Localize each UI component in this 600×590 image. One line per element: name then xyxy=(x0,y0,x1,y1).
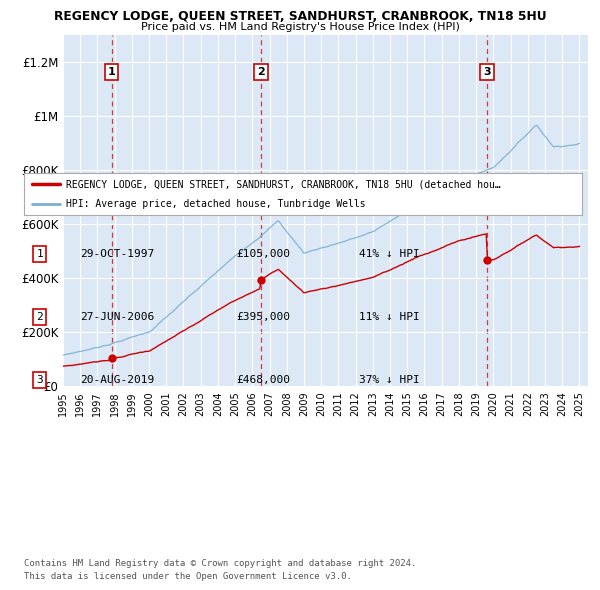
Text: REGENCY LODGE, QUEEN STREET, SANDHURST, CRANBROOK, TN18 5HU: REGENCY LODGE, QUEEN STREET, SANDHURST, … xyxy=(53,10,547,23)
Text: 3: 3 xyxy=(483,67,491,77)
Text: 1: 1 xyxy=(36,249,43,259)
Text: Contains HM Land Registry data © Crown copyright and database right 2024.: Contains HM Land Registry data © Crown c… xyxy=(24,559,416,568)
Text: £105,000: £105,000 xyxy=(236,249,290,259)
Text: £395,000: £395,000 xyxy=(236,312,290,322)
Text: 2: 2 xyxy=(257,67,265,77)
Text: 20-AUG-2019: 20-AUG-2019 xyxy=(80,375,154,385)
Text: 11% ↓ HPI: 11% ↓ HPI xyxy=(359,312,419,322)
Text: Price paid vs. HM Land Registry's House Price Index (HPI): Price paid vs. HM Land Registry's House … xyxy=(140,22,460,32)
Text: 37% ↓ HPI: 37% ↓ HPI xyxy=(359,375,419,385)
Text: 27-JUN-2006: 27-JUN-2006 xyxy=(80,312,154,322)
Text: 29-OCT-1997: 29-OCT-1997 xyxy=(80,249,154,259)
Text: 2: 2 xyxy=(36,312,43,322)
Text: 3: 3 xyxy=(36,375,43,385)
Text: 41% ↓ HPI: 41% ↓ HPI xyxy=(359,249,419,259)
Text: HPI: Average price, detached house, Tunbridge Wells: HPI: Average price, detached house, Tunb… xyxy=(66,199,365,209)
Text: £468,000: £468,000 xyxy=(236,375,290,385)
Text: This data is licensed under the Open Government Licence v3.0.: This data is licensed under the Open Gov… xyxy=(24,572,352,581)
Text: REGENCY LODGE, QUEEN STREET, SANDHURST, CRANBROOK, TN18 5HU (detached hou…: REGENCY LODGE, QUEEN STREET, SANDHURST, … xyxy=(66,179,500,189)
Text: 1: 1 xyxy=(108,67,116,77)
